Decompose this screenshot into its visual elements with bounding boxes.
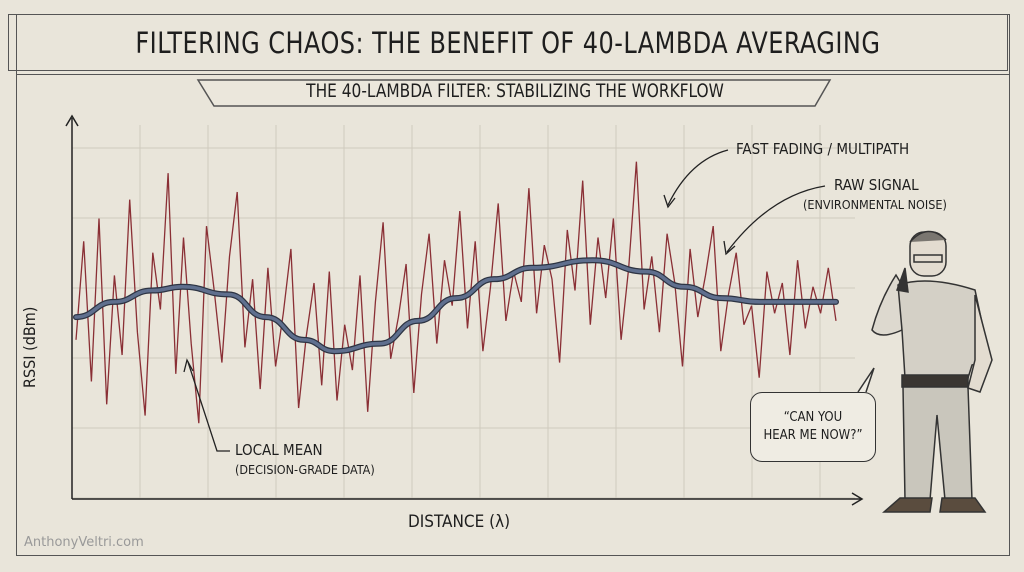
raw-signal-label: RAW SIGNAL bbox=[834, 176, 919, 194]
speech-line-2: HEAR ME NOW?” bbox=[763, 428, 863, 443]
subtitle-banner bbox=[196, 79, 832, 107]
arrow-head-icon bbox=[183, 358, 194, 373]
x-axis-label: DISTANCE (λ) bbox=[408, 512, 511, 532]
chart-subtitle: THE 40-LAMBDA FILTER: STABILIZING THE WO… bbox=[306, 80, 724, 102]
raw-signal-line bbox=[75, 161, 837, 424]
title-box: FILTERING CHAOS: THE BENEFIT OF 40-LAMBD… bbox=[8, 14, 1008, 71]
local-mean-label: LOCAL MEAN bbox=[235, 441, 323, 459]
y-axis-label: RSSI (dBm) bbox=[20, 306, 39, 388]
divider bbox=[16, 74, 1010, 75]
arrow-head-icon bbox=[663, 194, 676, 209]
local-mean-arrow bbox=[187, 361, 230, 452]
raw-signal-sublabel: (ENVIRONMENTAL NOISE) bbox=[803, 197, 947, 212]
fast-fading-arrow bbox=[667, 149, 729, 206]
speech-bubble: “CAN YOU HEAR ME NOW?” bbox=[750, 392, 876, 462]
local-mean-sublabel: (DECISION-GRADE DATA) bbox=[235, 462, 375, 477]
x-axis-arrow-icon bbox=[851, 492, 864, 506]
local-mean-line bbox=[74, 258, 838, 353]
field-engineer-illustration bbox=[871, 230, 993, 513]
raw-signal-arrow bbox=[726, 185, 826, 253]
speech-line-1: “CAN YOU bbox=[783, 410, 843, 425]
y-axis-arrow-icon bbox=[65, 114, 79, 127]
page-title: FILTERING CHAOS: THE BENEFIT OF 40-LAMBD… bbox=[135, 25, 881, 60]
watermark: AnthonyVeltri.com bbox=[24, 535, 144, 550]
fast-fading-label: FAST FADING / MULTIPATH bbox=[736, 140, 910, 158]
speech-bubble-tail bbox=[857, 367, 875, 393]
arrow-head-icon bbox=[723, 240, 736, 256]
